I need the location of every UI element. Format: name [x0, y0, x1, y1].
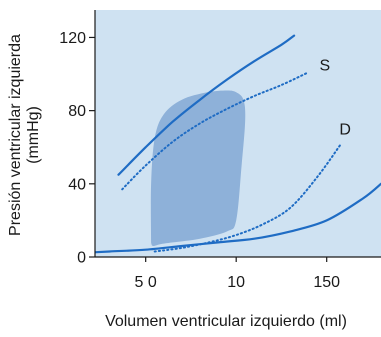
x-axis-ticks: 5 0 10 150: [135, 257, 340, 291]
y-tick-label: 120: [59, 30, 86, 47]
y-axis-ticks: 0 40 80 120: [59, 30, 95, 267]
curve-label-d: D: [339, 121, 351, 138]
curve-label-s: S: [319, 57, 330, 74]
x-tick-label: 150: [313, 274, 340, 291]
y-axis-label-line2: (mmHg): [25, 106, 42, 164]
y-axis-label: Presión ventricular izquierda (mmHg): [7, 34, 42, 236]
curve-annotations: SD: [319, 57, 350, 138]
y-axis-label-line1: Presión ventricular izquierda: [7, 34, 24, 236]
pressure-volume-loop: [150, 90, 246, 247]
systolic-dotted-curve: [121, 71, 310, 191]
diastolic-dotted-curve: [153, 142, 343, 253]
x-axis-label: Volumen ventricular izquierdo (ml): [105, 313, 347, 330]
x-tick-label: 10: [227, 274, 245, 291]
upper-solid-curve: [117, 34, 296, 176]
series-layer: [95, 34, 381, 254]
x-tick-label: 5 0: [135, 274, 157, 291]
y-tick-label: 40: [68, 176, 86, 193]
lower-solid-curve: [95, 182, 381, 254]
y-tick-label: 0: [77, 250, 86, 267]
y-tick-label: 80: [68, 103, 86, 120]
